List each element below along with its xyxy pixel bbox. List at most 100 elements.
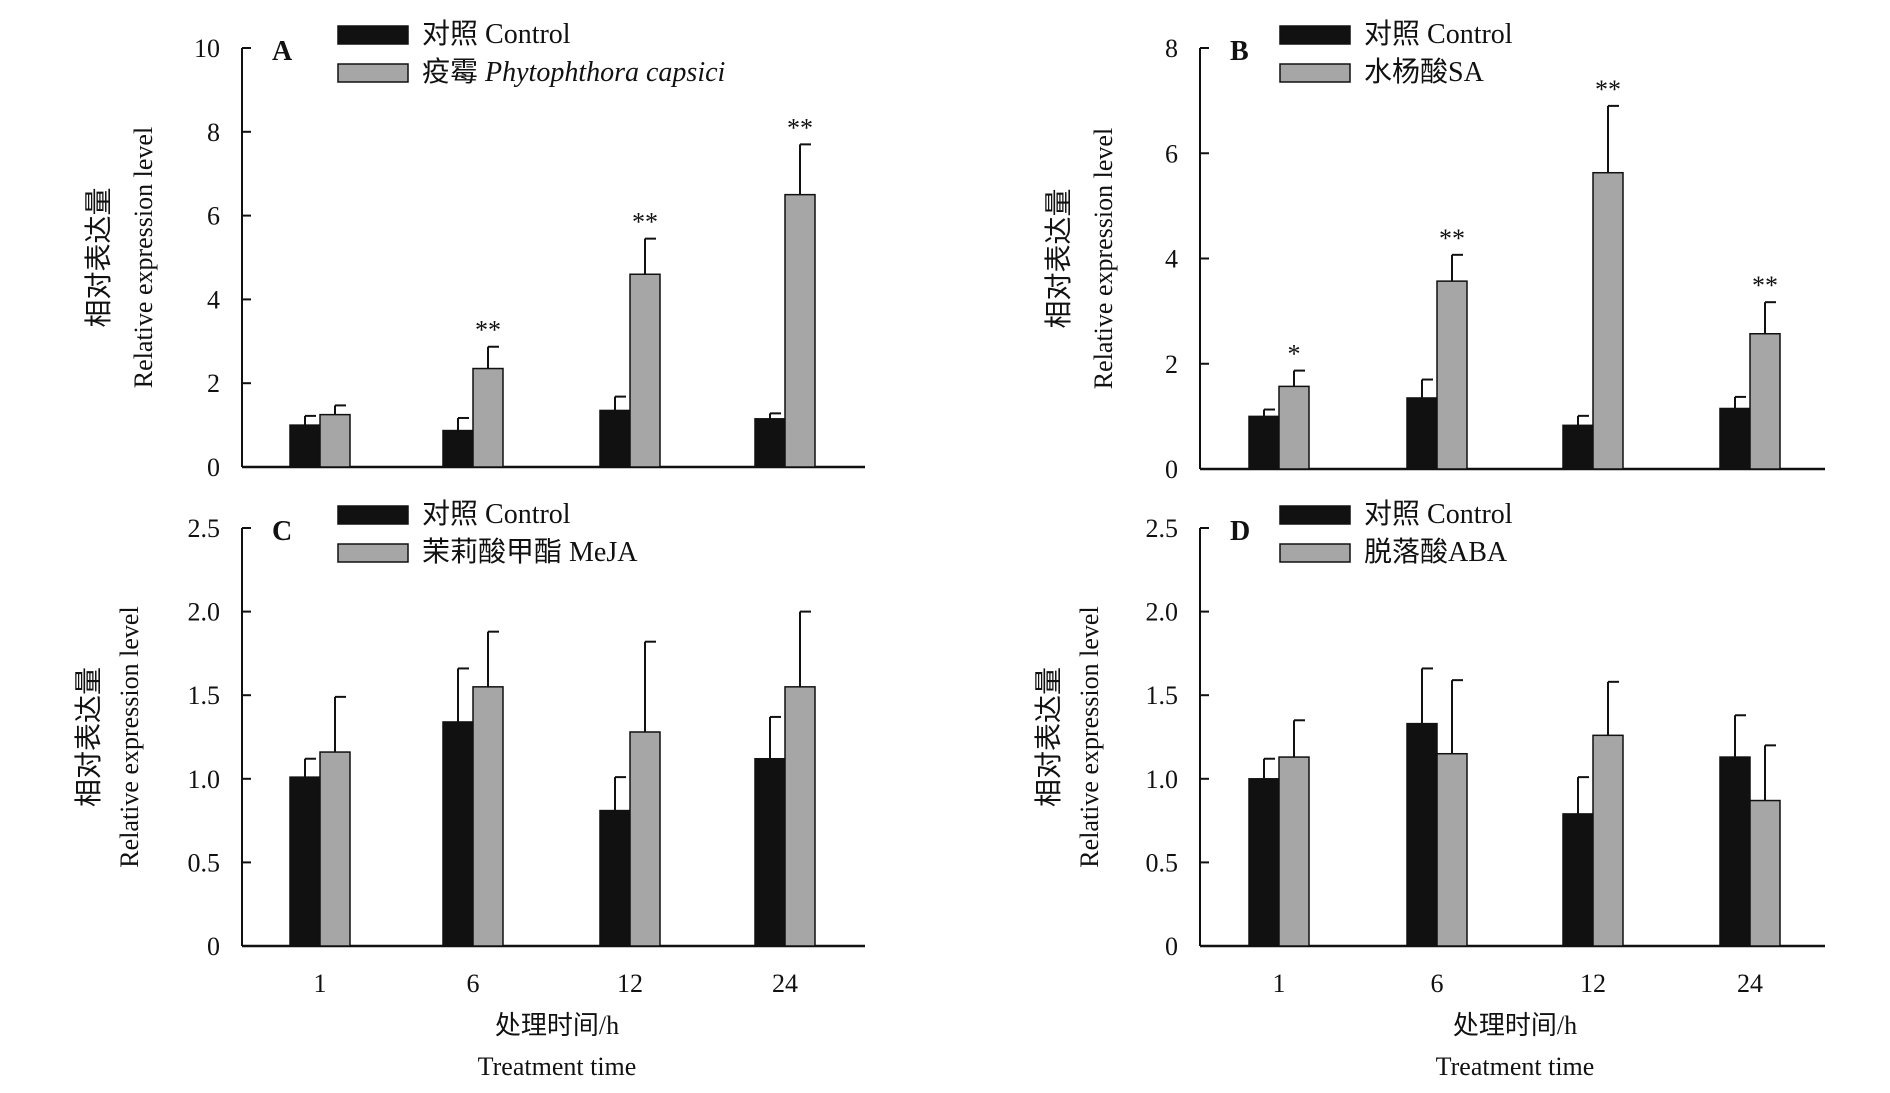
- y-tick-label: 0: [207, 932, 220, 961]
- bar-control-6: [1406, 397, 1438, 470]
- x-tick-label: 12: [1580, 969, 1606, 998]
- panel-letter: B: [1230, 36, 1249, 67]
- significance-label: **: [787, 113, 813, 142]
- y-axis-label-en: Relative expression level: [115, 606, 144, 867]
- chart-panel-a: 0 2 4 6 8 10 相对表达量 Relative expression level A **…: [83, 18, 865, 482]
- legend-label-cn: 对照: [422, 18, 485, 50]
- y-tick-label: 10: [194, 34, 220, 63]
- significance-label: **: [1752, 271, 1778, 300]
- y-tick-label: 1.0: [188, 765, 221, 794]
- panel-letter: A: [272, 36, 293, 67]
- y-axis-label-en: Relative expression level: [1089, 128, 1118, 389]
- y-tick-label: 2.0: [1146, 598, 1179, 627]
- legend-swatch-treatment: [1279, 543, 1351, 563]
- panel-letter: C: [272, 516, 292, 547]
- legend-swatch-treatment: [337, 63, 409, 83]
- y-tick-label: 0.5: [1146, 848, 1179, 877]
- bar-treatment-1: [319, 751, 351, 947]
- bar-control-12: [599, 809, 631, 947]
- y-tick-label: 0: [1165, 932, 1178, 961]
- y-axis-label-cn: 相对表达量: [83, 187, 115, 327]
- bar-treatment-1: [1278, 756, 1310, 947]
- legend-label-cn: 茉莉酸甲酯: [422, 536, 569, 568]
- legend-swatch-control: [337, 505, 409, 525]
- y-tick-label: 2.0: [188, 598, 221, 627]
- bar-control-6: [1406, 722, 1438, 947]
- y-tick-label: 6: [207, 202, 220, 231]
- legend-label-en: Phytophthora capsici: [484, 57, 725, 88]
- legend-label: 茉莉酸甲酯 MeJA: [422, 536, 638, 568]
- bar-treatment-1: [319, 413, 351, 468]
- legend-label-en: Control: [1427, 19, 1513, 50]
- significance-label: **: [1439, 224, 1465, 253]
- significance-label: *: [1288, 340, 1301, 369]
- y-tick-label: 2: [1165, 350, 1178, 379]
- legend-label-cn: 水杨酸: [1364, 56, 1448, 88]
- x-tick-label: 1: [1273, 969, 1286, 998]
- legend-swatch-control: [1279, 505, 1351, 525]
- y-tick-label: 6: [1165, 139, 1178, 168]
- y-axis-label-cn: 相对表达量: [1033, 667, 1065, 807]
- legend-label: 脱落酸ABA: [1364, 536, 1508, 568]
- bar-control-24: [1719, 756, 1751, 947]
- x-tick-label: 1: [314, 969, 327, 998]
- x-tick-label: 12: [617, 969, 643, 998]
- bar-treatment-24: [784, 686, 816, 947]
- y-axis-label-en: Relative expression level: [1075, 606, 1104, 867]
- y-tick-label: 0.5: [188, 848, 221, 877]
- bar-treatment-24: [1749, 799, 1781, 947]
- y-tick-label: 2.5: [1146, 514, 1179, 543]
- legend-swatch-control: [1279, 25, 1351, 45]
- legend-swatch-treatment: [337, 543, 409, 563]
- legend-label-cn: 对照: [1364, 18, 1427, 50]
- legend-label-en: Control: [485, 19, 571, 50]
- y-axis-label-cn: 相对表达量: [73, 667, 105, 807]
- bar-control-1: [1248, 778, 1280, 947]
- bar-treatment-24: [784, 193, 816, 468]
- y-axis-label-en: Relative expression level: [129, 127, 158, 388]
- y-tick-label: 2: [207, 369, 220, 398]
- bar-control-1: [1248, 415, 1280, 470]
- legend-label: 对照 Control: [422, 18, 571, 50]
- significance-label: **: [632, 208, 658, 237]
- x-tick-label: 6: [467, 969, 480, 998]
- x-axis-label-en: Treatment time: [478, 1052, 637, 1081]
- legend-label-cn: 对照: [422, 498, 485, 530]
- legend-label-cn: 疫霉: [422, 56, 485, 88]
- bar-control-24: [754, 757, 786, 947]
- bar-control-24: [754, 418, 786, 468]
- bar-treatment-24: [1749, 333, 1781, 470]
- chart-panel-d: 0 0.5 1.0 1.5 2.0 2.5 相对表达量 Relative expression…: [1033, 498, 1825, 998]
- bar-control-1: [289, 776, 321, 947]
- bar-treatment-12: [629, 731, 661, 947]
- bar-treatment-12: [1592, 171, 1624, 470]
- bar-treatment-6: [472, 686, 504, 947]
- legend-label-en: SA: [1448, 57, 1485, 88]
- shared-x-axis-labels: 处理时间/h Treatment time 处理时间/h Treatment t…: [478, 1011, 1595, 1081]
- bar-treatment-6: [1436, 752, 1468, 947]
- bar-control-12: [1562, 813, 1594, 947]
- x-axis-label-cn: 处理时间/h: [495, 1011, 619, 1040]
- x-tick-label: 24: [1737, 969, 1763, 998]
- legend-label: 对照 Control: [422, 498, 571, 530]
- chart-panel-c: 0 0.5 1.0 1.5 2.0 2.5 相对表达量 Relative expression…: [73, 498, 865, 998]
- y-axis-label-cn: 相对表达量: [1043, 188, 1075, 328]
- legend-label: 水杨酸SA: [1364, 56, 1485, 88]
- y-tick-label: 1.5: [188, 681, 221, 710]
- panel-letter: D: [1230, 516, 1250, 547]
- legend-swatch-control: [337, 25, 409, 45]
- bar-control-6: [442, 429, 474, 468]
- significance-label: **: [1595, 75, 1621, 104]
- x-axis-label-en-right: Treatment time: [1436, 1052, 1595, 1081]
- legend-label-en: Control: [485, 499, 571, 530]
- bar-control-1: [289, 424, 321, 468]
- legend-label-cn: 对照: [1364, 498, 1427, 530]
- y-tick-label: 0: [207, 453, 220, 482]
- bar-treatment-12: [1592, 734, 1624, 947]
- x-tick-label: 6: [1431, 969, 1444, 998]
- x-axis-label-cn-right: 处理时间/h: [1453, 1011, 1577, 1040]
- y-tick-label: 1.0: [1146, 765, 1179, 794]
- legend-label: 疫霉 Phytophthora capsici: [422, 56, 725, 88]
